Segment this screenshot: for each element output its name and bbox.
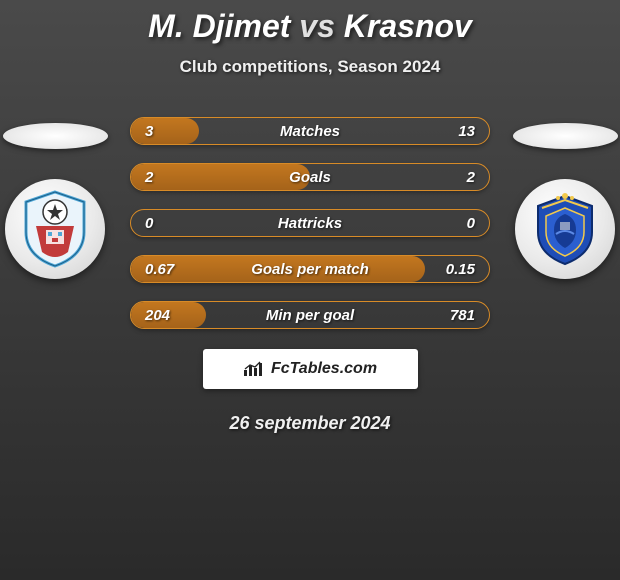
right-column — [510, 117, 620, 279]
brand-text: FcTables.com — [271, 360, 377, 378]
stat-label: Goals per match — [205, 261, 415, 278]
player2-oval — [513, 123, 618, 149]
player1-name: M. Djimet — [148, 8, 290, 44]
stat-bar: 0.67Goals per match0.15 — [130, 255, 490, 283]
stat-value-right: 2 — [415, 169, 475, 186]
player1-club-badge — [5, 179, 105, 279]
bar-chart-icon — [243, 361, 265, 377]
player1-oval — [3, 123, 108, 149]
stat-value-left: 0 — [145, 215, 205, 232]
page-title: M. Djimet vs Krasnov — [148, 8, 472, 45]
player2-name: Krasnov — [344, 8, 472, 44]
left-column — [0, 117, 110, 279]
stat-bar: 2Goals2 — [130, 163, 490, 191]
stat-value-left: 2 — [145, 169, 205, 186]
stats-column: 3Matches13 2Goals2 0Hattricks0 0.67Goals pe… — [130, 117, 490, 329]
stat-bar: 3Matches13 — [130, 117, 490, 145]
stat-bar: 0Hattricks0 — [130, 209, 490, 237]
vs-text: vs — [299, 8, 335, 44]
stat-value-right: 0 — [415, 215, 475, 232]
stat-value-right: 781 — [415, 307, 475, 324]
stat-label: Goals — [205, 169, 415, 186]
stat-value-left: 0.67 — [145, 261, 205, 278]
badge-left-icon — [22, 190, 88, 268]
stat-label: Hattricks — [205, 215, 415, 232]
subtitle: Club competitions, Season 2024 — [180, 57, 441, 77]
badge-right-icon — [532, 190, 598, 268]
comparison-card: M. Djimet vs Krasnov Club competitions, … — [0, 0, 620, 434]
stat-value-right: 0.15 — [415, 261, 475, 278]
player2-club-badge — [515, 179, 615, 279]
stat-label: Min per goal — [205, 307, 415, 324]
stat-value-left: 3 — [145, 123, 205, 140]
stat-bar: 204Min per goal781 — [130, 301, 490, 329]
main-row: 3Matches13 2Goals2 0Hattricks0 0.67Goals pe… — [0, 117, 620, 329]
stat-label: Matches — [205, 123, 415, 140]
date-text: 26 september 2024 — [229, 413, 390, 434]
brand-box[interactable]: FcTables.com — [203, 349, 418, 389]
stat-value-right: 13 — [415, 123, 475, 140]
stat-value-left: 204 — [145, 307, 205, 324]
